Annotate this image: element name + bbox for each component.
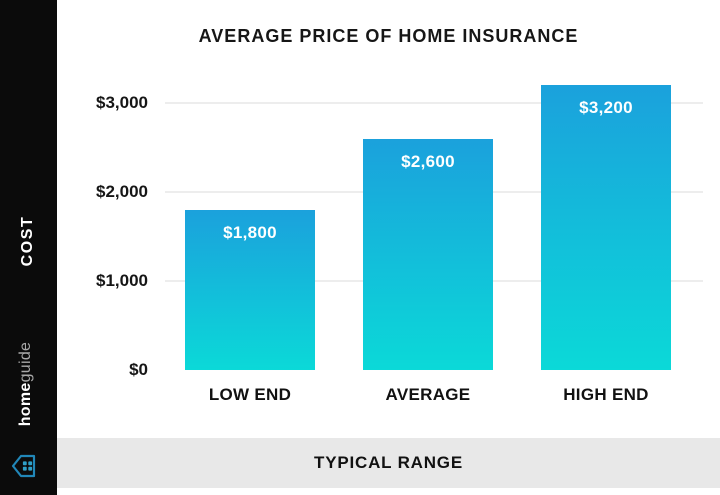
y-axis-tick-label: $1,000 — [96, 271, 148, 290]
bar-high-end: $3,200 — [541, 85, 671, 370]
bar-low-end: $1,800 — [185, 210, 315, 370]
bar-value-label: $1,800 — [223, 223, 277, 242]
left-sidebar: COST homeguide — [0, 0, 57, 495]
brand-home-text: home — [17, 382, 34, 427]
x-axis-category-label: HIGH END — [563, 385, 649, 404]
x-axis-title: TYPICAL RANGE — [314, 453, 463, 472]
brand-guide-text: guide — [17, 341, 34, 383]
x-axis-category-label: AVERAGE — [385, 385, 471, 404]
homeguide-house-icon — [11, 454, 36, 478]
bar-value-label: $3,200 — [579, 98, 633, 117]
chart-title: AVERAGE PRICE OF HOME INSURANCE — [198, 26, 579, 46]
y-axis-tick-label: $2,000 — [96, 182, 148, 201]
homeguide-wordmark: homeguide — [17, 342, 35, 427]
x-axis-title-band: TYPICAL RANGE — [57, 438, 720, 488]
x-axis-category-label: LOW END — [208, 385, 292, 404]
y-axis-tick-label: $0 — [129, 360, 148, 379]
y-axis-title: COST — [19, 215, 36, 267]
y-axis-tick-label: $3,000 — [96, 93, 148, 112]
bar-average: $2,600 — [363, 139, 493, 370]
gridline-3000 — [165, 102, 703, 104]
bar-value-label: $2,600 — [401, 152, 455, 171]
